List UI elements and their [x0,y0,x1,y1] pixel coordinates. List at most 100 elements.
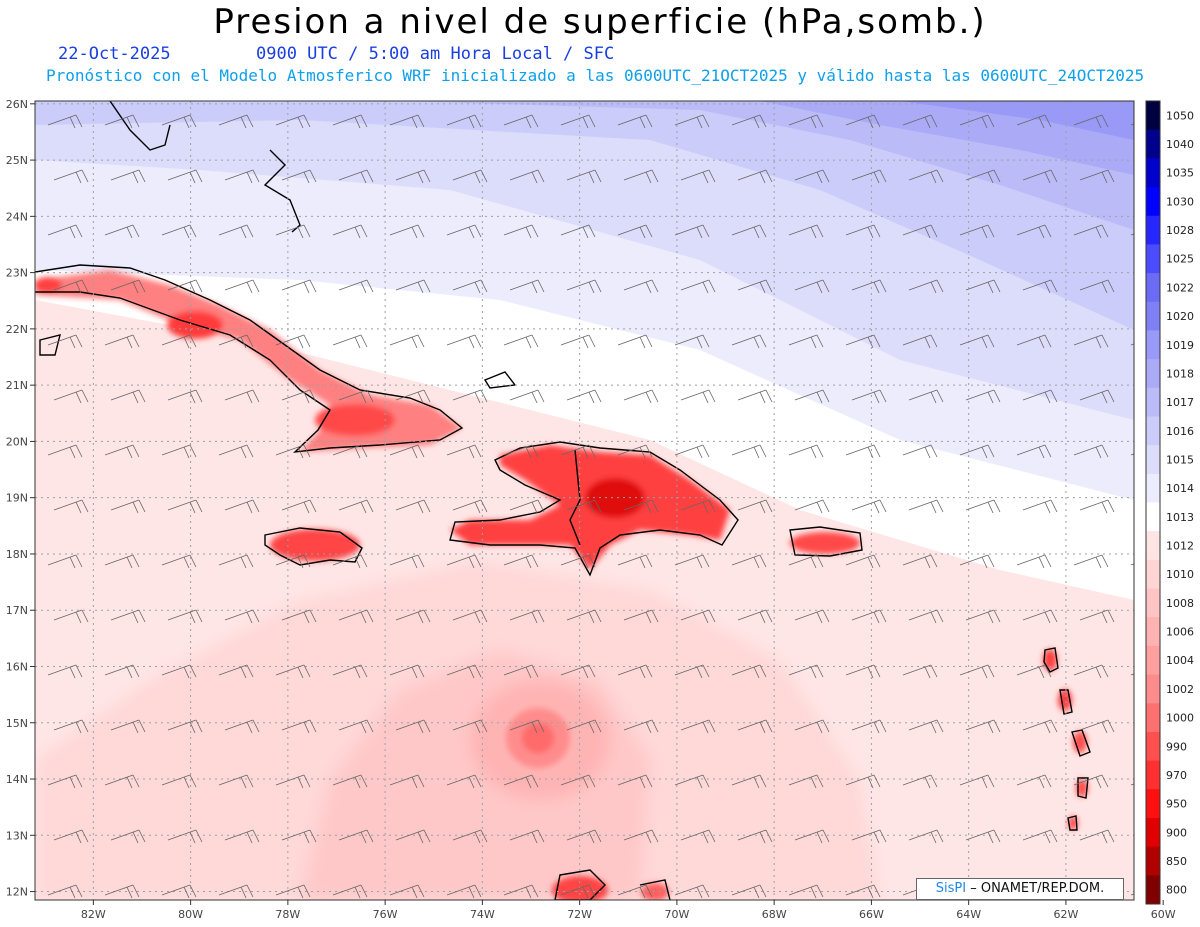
wind-barb [731,774,767,789]
wind-barb [509,169,545,184]
wind-barb [1079,609,1115,624]
colorbar-label: 1016 [1166,425,1194,438]
wind-barb [794,829,830,844]
colorbar-swatch [1146,359,1160,389]
colorbar-label: 950 [1166,798,1187,811]
wind-barb [737,609,773,624]
wind-barb [902,224,938,239]
wind-barb [965,499,1001,514]
wind-barb [446,774,482,789]
colorbar-swatch [1146,387,1160,417]
wind-barb [908,279,944,294]
wind-barb [452,389,488,404]
wind-barb [338,829,374,844]
wind-barb [1016,774,1052,789]
colorbar-swatch [1146,445,1160,475]
lat-label: 12N [6,886,28,899]
wind-barb [167,169,203,184]
colorbar-label: 850 [1166,855,1187,868]
wind-barb [47,664,83,679]
longitude-labels: 82W 80W 78W 76W 74W 72W 70W 68W 66W 64W 62W 60W [81,900,1176,921]
wind-barb [623,719,659,734]
wind-barb [104,224,140,239]
lon-label: 78W [275,908,300,921]
wind-barb [389,444,425,459]
wind-barb [224,389,260,404]
wind-barb [281,829,317,844]
wind-barbs [47,114,1134,899]
colorbar-label: 1002 [1166,683,1194,696]
wind-barb [218,774,254,789]
wind-barb [53,499,89,514]
wind-barb [47,774,83,789]
lat-label: 24N [6,210,28,223]
colorbar-swatch [1146,330,1160,360]
wind-barb [446,114,482,129]
wind-barb [617,224,653,239]
wind-barb [47,884,83,899]
wind-barb [1016,664,1052,679]
wind-barb [566,169,602,184]
colorbar-swatch [1146,244,1160,274]
wind-barb [281,169,317,184]
wind-barb [845,774,881,789]
wind-barb [617,334,653,349]
lat-label: 15N [6,717,28,730]
wind-barb [965,829,1001,844]
time-label: 0900 UTC / 5:00 am Hora Local / SFC [256,44,615,64]
lat-label: 19N [6,492,28,505]
wind-barb [446,334,482,349]
wind-barb [902,554,938,569]
wind-barb [680,719,716,734]
wind-barb [395,609,431,624]
wind-barb [224,719,260,734]
wind-barb [332,664,368,679]
wind-barb [161,114,197,129]
wind-barb [560,334,596,349]
wind-barb [161,774,197,789]
wind-barb [395,499,431,514]
wind-barb [623,279,659,294]
date-label: 22-Oct-2025 [58,44,171,64]
wind-barb [845,224,881,239]
wind-barb [395,279,431,294]
wind-barb [1073,334,1109,349]
lat-label: 13N [6,829,28,842]
wind-barb [332,774,368,789]
wind-barb [851,499,887,514]
wind-barb [566,389,602,404]
wind-barb [395,389,431,404]
wind-barb [161,224,197,239]
wind-barb [275,114,311,129]
wind-barb [680,279,716,294]
wind-barb [275,334,311,349]
wind-barb [845,334,881,349]
wind-barb [104,884,140,899]
wind-barb [332,444,368,459]
wind-barb [674,664,710,679]
wind-barb [275,444,311,459]
wind-barb [47,334,83,349]
wind-barb [167,609,203,624]
wind-barb [110,829,146,844]
wind-barb [851,719,887,734]
wind-barb [110,719,146,734]
wind-barb [104,114,140,129]
wind-barb [275,664,311,679]
wind-barb [794,609,830,624]
wind-barb [1079,829,1115,844]
lon-label: 74W [470,908,495,921]
forecast-info: Pronóstico con el Modelo Atmosferico WRF… [46,66,1145,85]
wind-barb [47,224,83,239]
lon-label: 64W [956,908,981,921]
wind-barb [731,664,767,679]
wind-barb [110,169,146,184]
lon-label: 62W [1053,908,1078,921]
wind-barb [617,884,653,899]
wind-barb [47,114,83,129]
lat-label: 22N [6,323,28,336]
wind-barb [1016,554,1052,569]
chart-title: Presion a nivel de superficie (hPa,somb.… [213,2,987,42]
colorbar-label: 1015 [1166,453,1194,466]
wind-barb [965,719,1001,734]
